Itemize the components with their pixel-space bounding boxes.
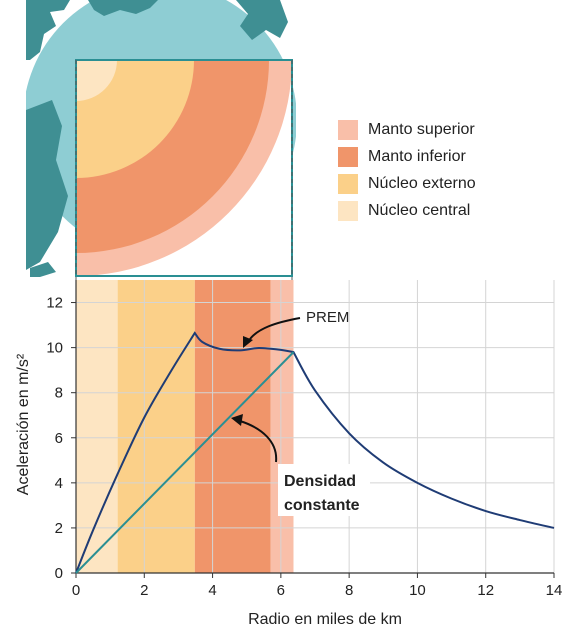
globe-land <box>30 262 56 277</box>
globe-land <box>88 0 158 16</box>
y-axis-label: Aceleración en m/s² <box>15 353 32 495</box>
legend-swatch <box>338 200 358 221</box>
y-tick-label: 8 <box>55 385 63 402</box>
constant-label-line1: Densidad <box>284 473 356 490</box>
outer-core-layer <box>76 60 194 178</box>
data-series <box>75 331 555 574</box>
x-tick-label: 12 <box>477 582 494 599</box>
prem-arrowhead <box>243 336 253 348</box>
legend-label: Manto inferior <box>368 147 466 165</box>
globe-land <box>26 100 68 270</box>
legend-swatch <box>338 119 358 140</box>
legend-item-lower-mantle: Manto inferior <box>338 143 476 170</box>
constant-label-line2: constante <box>284 497 360 514</box>
constant-arrow <box>239 420 278 463</box>
constant-density-series-line <box>75 351 295 574</box>
constant-label-box <box>278 464 370 516</box>
x-tick-label: 2 <box>140 582 148 599</box>
x-tick-label: 8 <box>345 582 353 599</box>
y-tick-label: 10 <box>46 340 63 357</box>
inner-core-layer <box>76 60 117 101</box>
x-tick-label: 10 <box>409 582 426 599</box>
legend-swatch <box>338 146 358 167</box>
y-tick-label: 0 <box>55 565 63 582</box>
layer-band <box>117 280 195 573</box>
x-tick-label: 4 <box>208 582 216 599</box>
globe-land <box>26 0 70 60</box>
prem-label: PREM <box>306 309 349 326</box>
x-tick-label: 6 <box>277 582 285 599</box>
legend-item-upper-mantle: Manto superior <box>338 116 476 143</box>
annotations: PREM Densidad constante <box>231 309 370 516</box>
constant-arrowhead <box>231 414 243 426</box>
plot-area: 0 2 4 6 8 10 12 14 0 2 4 6 8 10 12 Radio en miles de km… <box>15 280 562 628</box>
prem-arrow <box>247 317 301 343</box>
prem-series-line <box>75 331 555 574</box>
layer-band <box>76 280 118 573</box>
legend-swatch <box>338 173 358 194</box>
y-tick-label: 12 <box>46 295 63 312</box>
legend: Manto superior Manto inferior Núcleo ext… <box>338 116 476 224</box>
globe-land <box>236 0 288 40</box>
legend-item-inner-core: Núcleo central <box>338 197 476 224</box>
y-tick-label: 2 <box>55 520 63 537</box>
x-axis-label: Radio en miles de km <box>248 611 402 628</box>
layer-band <box>194 280 271 573</box>
x-tick-label: 0 <box>72 582 80 599</box>
legend-label: Núcleo central <box>368 201 471 219</box>
x-tick-label: 14 <box>546 582 563 599</box>
y-tick-label: 4 <box>55 475 63 492</box>
legend-label: Núcleo externo <box>368 174 476 192</box>
legend-label: Manto superior <box>368 120 475 138</box>
legend-item-outer-core: Núcleo externo <box>338 170 476 197</box>
axes: 0 2 4 6 8 10 12 14 0 2 4 6 8 10 12 Radio en miles de km… <box>15 280 562 628</box>
earth-cross-section <box>76 60 292 276</box>
layer-bands <box>76 280 294 573</box>
y-tick-label: 6 <box>55 430 63 447</box>
